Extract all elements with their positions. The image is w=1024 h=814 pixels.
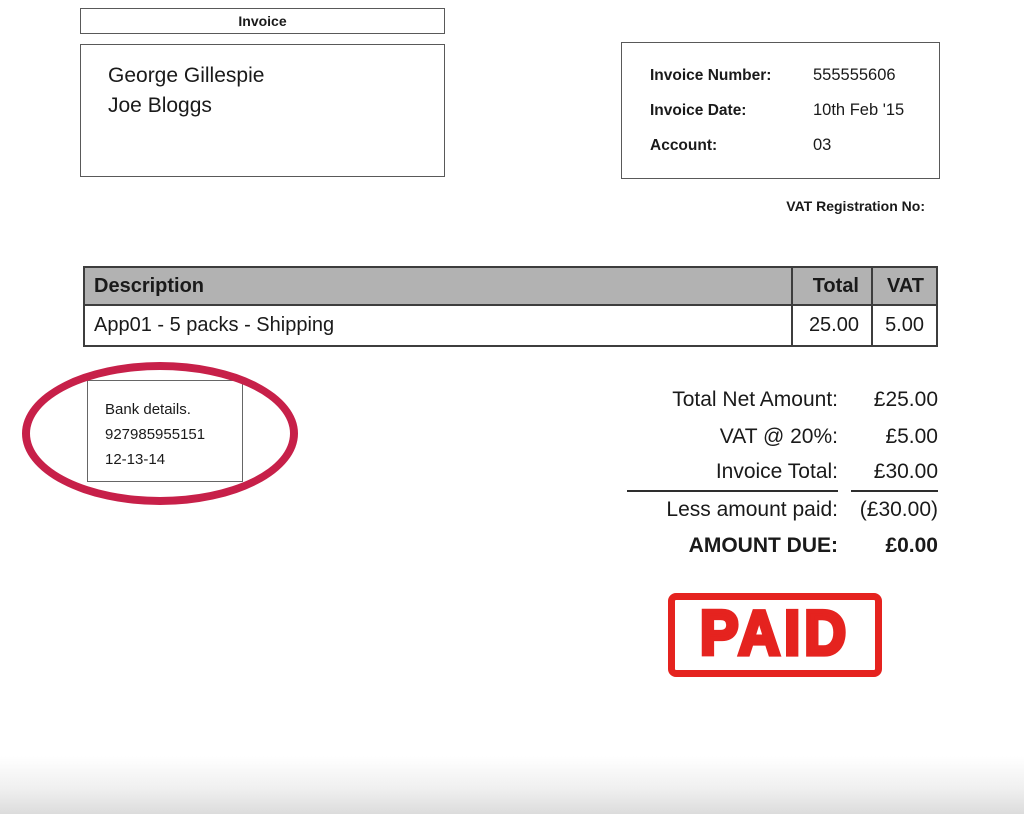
- amount-due-row: AMOUNT DUE: £0.00: [627, 528, 938, 565]
- account-label: Account:: [650, 136, 718, 154]
- invoice-number-row: Invoice Number: 555555606: [650, 58, 939, 93]
- invoice-title: Invoice: [238, 13, 287, 29]
- invoice-date-label: Invoice Date:: [650, 101, 747, 119]
- vat-registration-label: VAT Registration No:: [786, 198, 925, 214]
- vat-amount-label: VAT @ 20%:: [719, 424, 838, 448]
- invoice-date-row: Invoice Date: 10th Feb '15: [650, 93, 939, 128]
- customer-address-box: George Gillespie Joe Bloggs: [80, 44, 445, 177]
- invoice-total-label: Invoice Total:: [627, 455, 838, 492]
- line-items-table: Description Total VAT App01 - 5 packs - …: [83, 266, 938, 347]
- invoice-meta-box: Invoice Number: 555555606 Invoice Date: …: [621, 42, 940, 179]
- totals-section: Total Net Amount: £25.00 VAT @ 20%: £5.0…: [627, 382, 938, 565]
- vat-amount-row: VAT @ 20%: £5.00: [627, 419, 938, 456]
- bank-details-line-1: Bank details.: [105, 401, 191, 418]
- total-net-amount-value: £25.00: [873, 388, 938, 412]
- customer-name-line-1: George Gillespie: [108, 64, 265, 87]
- less-amount-paid-row: Less amount paid: (£30.00): [627, 492, 938, 529]
- bank-details-line-3: 12-13-14: [105, 451, 166, 468]
- totals-column-gap: [838, 382, 851, 419]
- totals-column-gap: [838, 455, 851, 492]
- paid-stamp: PAID: [668, 593, 882, 677]
- invoice-date-value: 10th Feb '15: [813, 101, 905, 119]
- invoice-number-label: Invoice Number:: [650, 66, 772, 84]
- page-bottom-shadow: [0, 756, 1024, 814]
- account-row: Account: 03: [650, 128, 939, 163]
- total-net-amount-label: Total Net Amount:: [672, 388, 838, 412]
- line-item-vat: 5.00: [871, 304, 938, 347]
- invoice-total-row: Invoice Total: £30.00: [627, 455, 938, 492]
- line-item-row: App01 - 5 packs - Shipping 25.00 5.00: [83, 304, 938, 347]
- amount-due-value: £0.00: [885, 534, 938, 558]
- line-items-header-row: Description Total VAT: [83, 266, 938, 306]
- column-header-vat: VAT: [871, 266, 938, 306]
- total-net-amount-row: Total Net Amount: £25.00: [627, 382, 938, 419]
- column-header-total: Total: [791, 266, 873, 306]
- account-value: 03: [813, 136, 832, 154]
- vat-amount-value: £5.00: [885, 424, 938, 448]
- invoice-title-box: Invoice: [80, 8, 445, 34]
- line-item-description: App01 - 5 packs - Shipping: [83, 304, 793, 347]
- bank-details-line-2: 927985955151: [105, 426, 206, 443]
- totals-column-gap: [838, 528, 851, 565]
- less-amount-paid-label: Less amount paid:: [666, 497, 838, 521]
- less-amount-paid-value: (£30.00): [859, 497, 938, 521]
- totals-column-gap: [838, 492, 851, 529]
- customer-name-line-2: Joe Bloggs: [108, 94, 212, 117]
- line-item-total: 25.00: [791, 304, 873, 347]
- amount-due-label: AMOUNT DUE:: [688, 534, 838, 558]
- paid-stamp-text: PAID: [698, 597, 851, 668]
- totals-column-gap: [838, 419, 851, 456]
- bank-details-box: Bank details. 927985955151 12-13-14: [87, 380, 243, 482]
- column-header-description: Description: [83, 266, 793, 306]
- invoice-number-value: 555555606: [813, 66, 896, 84]
- invoice-total-value: £30.00: [851, 455, 938, 492]
